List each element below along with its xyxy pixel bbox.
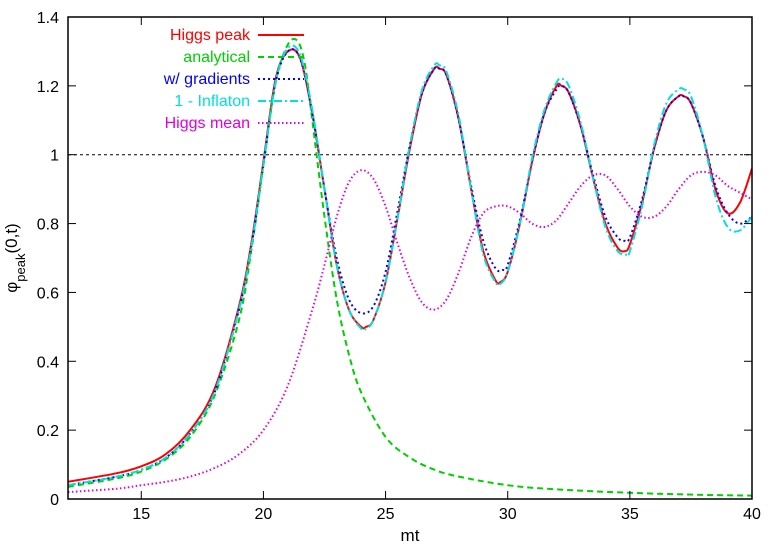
y-tick-label: 1.4 — [37, 10, 59, 27]
series-line-1-inflaton — [68, 44, 752, 487]
legend-label-w-gradients: w/ gradients — [163, 71, 250, 88]
y-tick-label: 0.8 — [37, 217, 59, 234]
x-tick-label: 15 — [132, 506, 150, 523]
series-layer — [68, 37, 752, 497]
x-tick-label: 30 — [499, 506, 517, 523]
x-tick-label: 40 — [743, 506, 761, 523]
legend-label-higgs-peak: Higgs peak — [170, 27, 251, 44]
x-tick-label: 25 — [377, 506, 395, 523]
series-line-higgs-mean — [68, 169, 752, 494]
y-tick-label: 0.6 — [37, 285, 59, 302]
y-axis-label-sub: peak — [13, 253, 28, 282]
series-line-analytical — [68, 37, 752, 497]
legend: Higgs peak analytical w/ gradients 1 - Infl… — [163, 27, 304, 132]
y-axis-label-main: φ — [2, 282, 21, 293]
legend-label-higgs-mean: Higgs mean — [165, 115, 250, 132]
y-tick-label: 0.2 — [37, 423, 59, 440]
y-tick-label: 1.2 — [37, 79, 59, 96]
x-tick-label: 20 — [255, 506, 273, 523]
x-axis-label: mt — [401, 526, 420, 545]
y-tick-label: 0.4 — [37, 354, 59, 371]
legend-label-1-inflaton: 1 - Inflaton — [174, 93, 250, 110]
y-axis-label: φpeak(0,t) — [2, 223, 28, 292]
x-tick-label: 35 — [621, 506, 639, 523]
legend-label-analytical: analytical — [183, 49, 250, 66]
y-axis-label-tail: (0,t) — [2, 223, 21, 253]
tick-layer: 15 20 25 30 35 40 0 0.2 0.4 0.6 0.8 1 1.2 1.4 — [37, 10, 761, 523]
plot-frame — [67, 16, 753, 500]
y-tick-label: 0 — [50, 492, 59, 509]
y-tick-label: 1 — [50, 148, 59, 165]
